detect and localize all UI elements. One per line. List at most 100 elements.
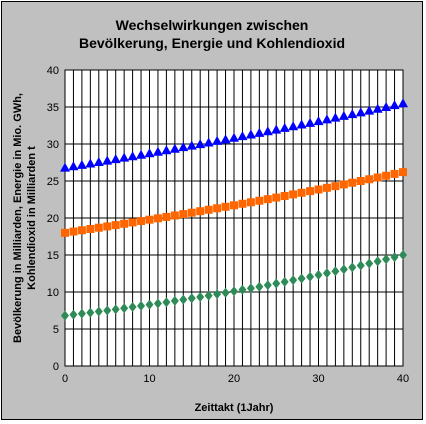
series-point-square	[306, 187, 315, 196]
series-point-square	[280, 191, 289, 200]
x-tick-label: 10	[143, 373, 155, 385]
series-point-diamond	[77, 308, 86, 319]
series-point-triangle	[398, 98, 408, 108]
series-point-diamond	[390, 252, 399, 263]
series-point-diamond	[153, 298, 162, 309]
series-point-diamond	[120, 303, 129, 314]
series-point-diamond	[280, 276, 289, 287]
series-point-square	[153, 214, 162, 223]
series-point-triangle	[305, 117, 316, 127]
series-point-triangle	[355, 107, 366, 117]
series-point-diamond	[246, 283, 255, 294]
series-point-diamond	[289, 275, 298, 286]
series-point-diamond	[86, 307, 95, 318]
series-point-triangle	[220, 134, 231, 144]
series-point-triangle	[237, 131, 248, 141]
series-point-triangle	[338, 110, 349, 120]
chart-title: Wechselwirkungen zwischen Bevölkerung, E…	[2, 16, 422, 52]
series-point-triangle	[195, 139, 206, 149]
series-point-triangle	[321, 114, 332, 124]
series-point-square	[263, 195, 272, 204]
y-tick-label: 25	[47, 176, 59, 188]
plot-border	[64, 69, 404, 367]
series-point-diamond	[103, 305, 112, 316]
series-point-square	[365, 175, 374, 184]
series-point-diamond	[162, 297, 171, 308]
series-point-diamond	[230, 286, 238, 297]
series-point-triangle	[254, 127, 265, 137]
series-point-diamond	[221, 287, 230, 298]
x-tick-label: 30	[312, 373, 324, 385]
series-point-square	[373, 173, 382, 182]
series-point-diamond	[306, 271, 315, 282]
series-point-diamond	[170, 295, 179, 306]
series-point-triangle	[313, 116, 324, 126]
series-point-triangle	[102, 155, 113, 165]
series-point-diamond	[263, 280, 272, 291]
series-point-diamond	[111, 304, 120, 315]
series-point-triangle	[68, 161, 79, 171]
y-tick-label: 15	[47, 250, 59, 262]
series-point-triangle	[136, 149, 147, 159]
y-tick-label: 10	[47, 287, 59, 299]
series-point-diamond	[128, 302, 137, 313]
series-point-diamond	[196, 291, 205, 302]
x-tick-label: 0	[62, 373, 68, 385]
series-point-square	[120, 219, 129, 228]
series-point-triangle	[127, 151, 138, 161]
series-point-square	[297, 188, 306, 197]
x-tick-label: 40	[397, 373, 409, 385]
series-point-square	[289, 190, 298, 199]
series-point-triangle	[245, 129, 256, 139]
series-point-triangle	[212, 135, 223, 145]
series-point-square	[137, 217, 146, 226]
series-point-square	[69, 227, 78, 236]
series-point-diamond	[322, 268, 331, 279]
series-point-diamond	[69, 309, 78, 320]
series-point-triangle	[389, 100, 400, 110]
series-point-square	[128, 218, 137, 227]
series-point-triangle	[347, 109, 358, 119]
x-axis-label: Zeittakt (1Jahr)	[195, 402, 274, 414]
series-point-square	[314, 185, 323, 194]
series-point-diamond	[331, 266, 340, 277]
series-point-square	[390, 169, 399, 178]
series-point-diamond	[145, 299, 154, 310]
chart-area: Wechselwirkungen zwischen Bevölkerung, E…	[1, 1, 423, 420]
series-point-square	[179, 210, 188, 219]
series-point-triangle	[119, 152, 130, 162]
plot-svg: 0 5 10 15 20 25 30 35 40 0 10 20 30 40 Zeittakt (1Jahr…	[12, 65, 409, 414]
series-point-square	[94, 223, 103, 232]
series-point-diamond	[365, 258, 374, 269]
series-point-triangle	[381, 101, 392, 111]
series-point-square	[356, 177, 365, 186]
series-point-square	[145, 215, 154, 224]
series-point-diamond	[204, 290, 213, 301]
series-point-diamond	[272, 278, 281, 289]
series-point-triangle	[330, 112, 341, 122]
series-point-square	[246, 198, 255, 207]
y-axis-label-line-1: Bevölkerung in Milliarden, Energie in Mi…	[12, 93, 24, 343]
series-point-diamond	[238, 284, 247, 295]
series-point-triangle	[169, 143, 180, 153]
series-point-triangle	[262, 126, 273, 136]
series-point-triangle	[60, 162, 70, 172]
series-point-triangle	[144, 148, 155, 158]
series-point-square	[111, 221, 120, 230]
series-point-triangle	[161, 145, 172, 155]
series-point-diamond	[297, 273, 306, 284]
chart-title-line-1: Wechselwirkungen zwischen	[115, 17, 309, 33]
series-point-square	[61, 228, 69, 237]
series-point-square	[339, 180, 348, 189]
y-tick-label: 40	[47, 65, 59, 77]
series-point-triangle	[203, 137, 214, 147]
series-point-diamond	[213, 289, 222, 300]
series-point-diamond	[373, 256, 382, 267]
series-point-triangle	[364, 105, 375, 115]
series-point-diamond	[187, 293, 196, 304]
y-tick-label: 5	[53, 324, 59, 336]
series-point-square	[204, 205, 213, 214]
series-point-square	[196, 207, 205, 216]
series-point-triangle	[76, 159, 87, 169]
series-point-diamond	[339, 264, 348, 275]
